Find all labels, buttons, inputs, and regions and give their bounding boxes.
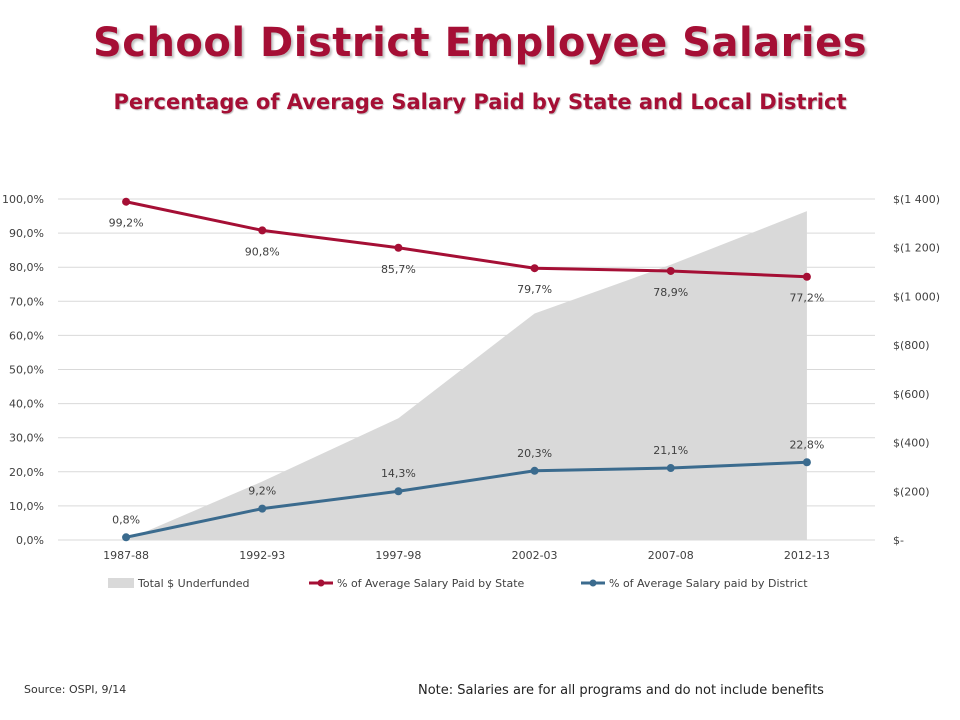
data-label-state-share: 77,2% bbox=[789, 292, 824, 305]
y-left-tick-label: 0,0% bbox=[16, 534, 44, 547]
data-label-district-share: 9,2% bbox=[248, 485, 276, 498]
data-label-state-share: 90,8% bbox=[245, 245, 280, 258]
legend-marker-district bbox=[589, 579, 597, 587]
y-left-tick-label: 100,0% bbox=[2, 193, 44, 206]
source-note: Source: OSPI, 9/14 bbox=[24, 683, 127, 696]
data-label-state-share: 85,7% bbox=[381, 263, 416, 276]
data-label-district-share: 14,3% bbox=[381, 467, 416, 480]
legend-swatch-underfunded bbox=[108, 578, 134, 588]
y-left-tick-label: 40,0% bbox=[9, 398, 44, 411]
point-district-share bbox=[666, 464, 675, 473]
data-label-district-share: 0,8% bbox=[112, 513, 140, 526]
y-left-tick-label: 30,0% bbox=[9, 432, 44, 445]
legend-label-district: % of Average Salary paid by District bbox=[609, 577, 808, 590]
data-label-district-share: 22,8% bbox=[789, 438, 824, 451]
y-right-tick-label: $(800) bbox=[893, 339, 930, 352]
point-state-share bbox=[666, 266, 675, 275]
data-label-district-share: 20,3% bbox=[517, 447, 552, 460]
y-right-tick-label: $(1 000) bbox=[893, 290, 940, 303]
point-district-share bbox=[122, 533, 131, 542]
point-district-share bbox=[802, 458, 811, 467]
y-right-tick-label: $(600) bbox=[893, 388, 930, 401]
legend-label-underfunded: Total $ Underfunded bbox=[137, 577, 250, 590]
point-state-share bbox=[258, 226, 267, 235]
y-right-tick-label: $(1 400) bbox=[893, 193, 940, 206]
legend-label-state: % of Average Salary Paid by State bbox=[337, 577, 525, 590]
point-district-share bbox=[394, 487, 403, 496]
y-left-tick-label: 20,0% bbox=[9, 466, 44, 479]
line-district-share bbox=[125, 460, 807, 539]
chart-title: School District Employee Salaries bbox=[92, 20, 868, 66]
y-right-tick-label: $(1 200) bbox=[893, 242, 940, 255]
y-left-tick-label: 90,0% bbox=[9, 227, 44, 240]
y-left-tick-label: 70,0% bbox=[9, 295, 44, 308]
x-tick-label: 1997-98 bbox=[375, 549, 421, 562]
x-tick-label: 2002-03 bbox=[512, 549, 558, 562]
point-state-share bbox=[530, 264, 539, 273]
chart-subtitle: Percentage of Average Salary Paid by Sta… bbox=[113, 90, 847, 114]
point-district-share bbox=[530, 466, 539, 475]
y-left-tick-label: 60,0% bbox=[9, 329, 44, 342]
area-total-underfunded bbox=[126, 211, 807, 540]
x-tick-label: 2012-13 bbox=[784, 549, 830, 562]
line-state-share bbox=[125, 200, 807, 279]
point-state-share bbox=[802, 272, 811, 281]
legend-marker-state bbox=[317, 579, 325, 587]
salary-note: Note: Salaries are for all programs and … bbox=[418, 683, 824, 698]
data-label-district-share: 21,1% bbox=[653, 444, 688, 457]
point-district-share bbox=[258, 504, 267, 513]
y-left-tick-label: 80,0% bbox=[9, 261, 44, 274]
x-tick-label: 1992-93 bbox=[239, 549, 285, 562]
data-label-state-share: 78,9% bbox=[653, 286, 688, 299]
y-right-tick-label: $(400) bbox=[893, 437, 930, 450]
point-state-share bbox=[122, 197, 131, 206]
y-left-tick-label: 50,0% bbox=[9, 364, 44, 377]
point-state-share bbox=[394, 243, 403, 252]
y-right-tick-label: $- bbox=[893, 534, 904, 547]
data-label-state-share: 99,2% bbox=[109, 217, 144, 230]
x-tick-label: 2007-08 bbox=[648, 549, 694, 562]
y-left-tick-label: 10,0% bbox=[9, 500, 44, 513]
data-label-state-share: 79,7% bbox=[517, 283, 552, 296]
y-right-tick-label: $(200) bbox=[893, 485, 930, 498]
x-tick-label: 1987-88 bbox=[103, 549, 149, 562]
